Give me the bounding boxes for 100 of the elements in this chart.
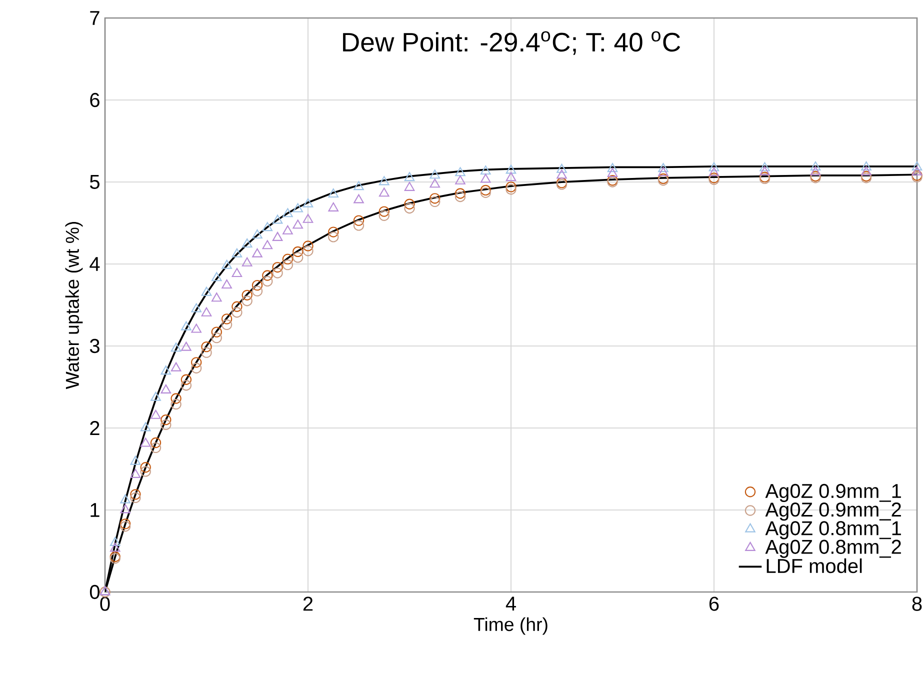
point bbox=[302, 246, 314, 256]
annotation: Dew Point: -29.4$^{o}$C; T: 40 $^{o}$C bbox=[343, 31, 680, 55]
point bbox=[328, 202, 339, 212]
point bbox=[455, 175, 466, 184]
point bbox=[282, 254, 294, 264]
point bbox=[480, 165, 491, 175]
point bbox=[404, 198, 415, 210]
point bbox=[140, 462, 151, 473]
point bbox=[212, 292, 222, 302]
point bbox=[378, 206, 390, 217]
point bbox=[170, 342, 182, 352]
point bbox=[354, 194, 364, 204]
point bbox=[232, 268, 242, 278]
point bbox=[242, 290, 252, 300]
point bbox=[221, 314, 232, 324]
point bbox=[353, 215, 364, 226]
y-tick-label: 0 bbox=[90, 584, 100, 600]
point bbox=[211, 332, 222, 344]
point bbox=[201, 286, 212, 296]
point bbox=[708, 162, 720, 172]
point bbox=[861, 166, 872, 176]
point bbox=[556, 170, 567, 179]
point bbox=[506, 164, 516, 174]
point bbox=[140, 438, 151, 447]
point bbox=[160, 419, 172, 430]
x-tick-label: 4 bbox=[506, 596, 516, 610]
point bbox=[252, 248, 262, 258]
point bbox=[221, 319, 232, 330]
point bbox=[160, 384, 172, 394]
point bbox=[861, 161, 872, 170]
point bbox=[378, 188, 390, 197]
point bbox=[242, 238, 252, 248]
point bbox=[252, 286, 263, 296]
point bbox=[292, 220, 304, 229]
point bbox=[120, 494, 130, 504]
point bbox=[404, 172, 415, 182]
point bbox=[191, 303, 202, 312]
point bbox=[120, 518, 131, 530]
point bbox=[272, 214, 283, 224]
point bbox=[201, 307, 212, 316]
point bbox=[232, 307, 242, 318]
legend-label: Ag0Z 0.8mm_1 bbox=[765, 521, 901, 540]
point bbox=[110, 536, 120, 546]
point bbox=[130, 492, 141, 504]
point bbox=[242, 296, 252, 306]
y-tick-label: 5 bbox=[90, 175, 100, 189]
point bbox=[556, 164, 567, 173]
point bbox=[912, 161, 922, 170]
point bbox=[292, 203, 304, 212]
x-tick-label: 6 bbox=[709, 596, 719, 611]
point bbox=[201, 341, 212, 352]
legend-label: Ag0Z 0.9mm_1 bbox=[765, 484, 901, 502]
point bbox=[302, 240, 314, 252]
point bbox=[130, 456, 141, 465]
point bbox=[201, 347, 212, 358]
point bbox=[170, 393, 182, 404]
point bbox=[430, 178, 440, 188]
point bbox=[328, 226, 339, 238]
point bbox=[262, 240, 273, 250]
y-tick-label: 1 bbox=[90, 503, 100, 517]
point bbox=[262, 222, 273, 232]
y-axis-title: Water uptake (wt %) bbox=[65, 222, 83, 390]
point bbox=[222, 260, 232, 269]
point bbox=[212, 272, 222, 282]
point bbox=[170, 362, 182, 372]
point bbox=[282, 259, 294, 270]
x-tick-label: 0 bbox=[100, 596, 110, 611]
point bbox=[272, 232, 283, 241]
point bbox=[170, 398, 182, 410]
point bbox=[480, 187, 491, 198]
point bbox=[232, 301, 242, 312]
point bbox=[181, 321, 192, 330]
point bbox=[378, 210, 390, 221]
legend-label: Ag0Z 0.8mm_2 bbox=[765, 540, 901, 558]
point bbox=[150, 437, 162, 448]
point bbox=[810, 166, 821, 176]
point bbox=[292, 252, 304, 263]
point bbox=[302, 214, 314, 223]
legend-label: Ag0Z 0.9mm_2 bbox=[765, 502, 901, 521]
point bbox=[480, 174, 491, 183]
y-tick-label: 3 bbox=[90, 338, 100, 354]
point bbox=[454, 191, 466, 202]
point bbox=[658, 163, 668, 172]
point bbox=[354, 181, 364, 190]
y-tick-label: 4 bbox=[90, 257, 100, 271]
point bbox=[191, 324, 202, 333]
point bbox=[506, 184, 516, 195]
point bbox=[140, 422, 151, 432]
point bbox=[191, 357, 202, 368]
point bbox=[404, 202, 415, 214]
point bbox=[506, 182, 516, 192]
point bbox=[272, 268, 283, 278]
point bbox=[160, 366, 172, 375]
point bbox=[181, 342, 192, 351]
point bbox=[760, 166, 770, 176]
point bbox=[912, 166, 922, 176]
point bbox=[130, 489, 141, 500]
point bbox=[180, 374, 192, 385]
point bbox=[480, 184, 491, 196]
point bbox=[242, 257, 252, 266]
